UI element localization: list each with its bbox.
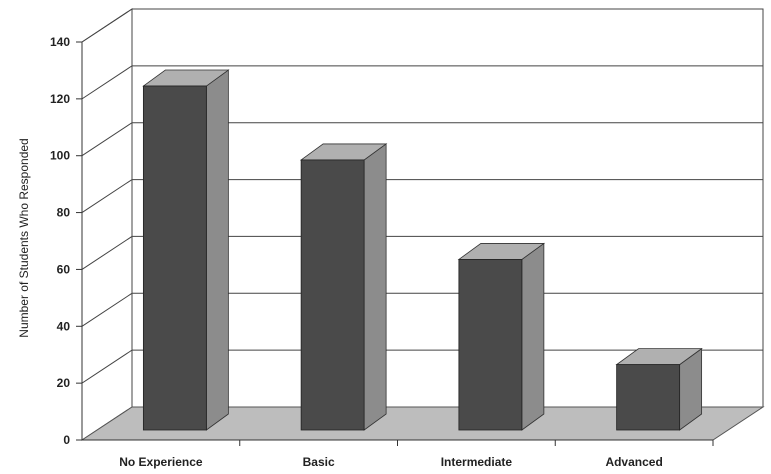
y-axis-label: Number of Students Who Responded (17, 138, 31, 337)
bar-front (300, 159, 365, 431)
bar-front (458, 259, 523, 431)
bar-side (521, 242, 545, 431)
x-category-label: No Experience (119, 455, 203, 469)
y-tick-label: 100 (50, 149, 70, 163)
y-tick-label: 40 (57, 319, 71, 333)
y-tick-label: 20 (57, 376, 71, 390)
x-category-label: Advanced (605, 455, 662, 469)
bar-front (616, 364, 681, 431)
bar (142, 69, 230, 431)
y-tick-label: 120 (50, 92, 70, 106)
gridline (81, 235, 763, 270)
y-tick-label: 0 (63, 433, 70, 447)
x-axis-categories: No Experience Basic Intermediate Advanced (119, 440, 714, 469)
x-category-label: Basic (303, 455, 335, 469)
bar (615, 347, 703, 431)
bar (299, 143, 388, 431)
bars (142, 69, 703, 431)
bar-front (142, 85, 207, 431)
gridlines (81, 8, 763, 384)
gridline (81, 122, 763, 157)
bar-side (363, 143, 387, 431)
gridline (81, 292, 763, 327)
y-tick-label: 80 (57, 206, 71, 220)
gridline (81, 179, 763, 213)
gridline (81, 8, 763, 43)
y-tick-label: 140 (50, 35, 70, 49)
bar-side (205, 69, 229, 431)
y-tick-label: 60 (57, 262, 71, 276)
side-wall (81, 8, 133, 441)
bar (457, 242, 546, 431)
gridline (81, 349, 763, 384)
y-axis-ticks: 0 20 40 60 80 100 120 140 (50, 35, 713, 447)
gridline (81, 65, 763, 100)
x-category-label: Intermediate (441, 455, 513, 469)
